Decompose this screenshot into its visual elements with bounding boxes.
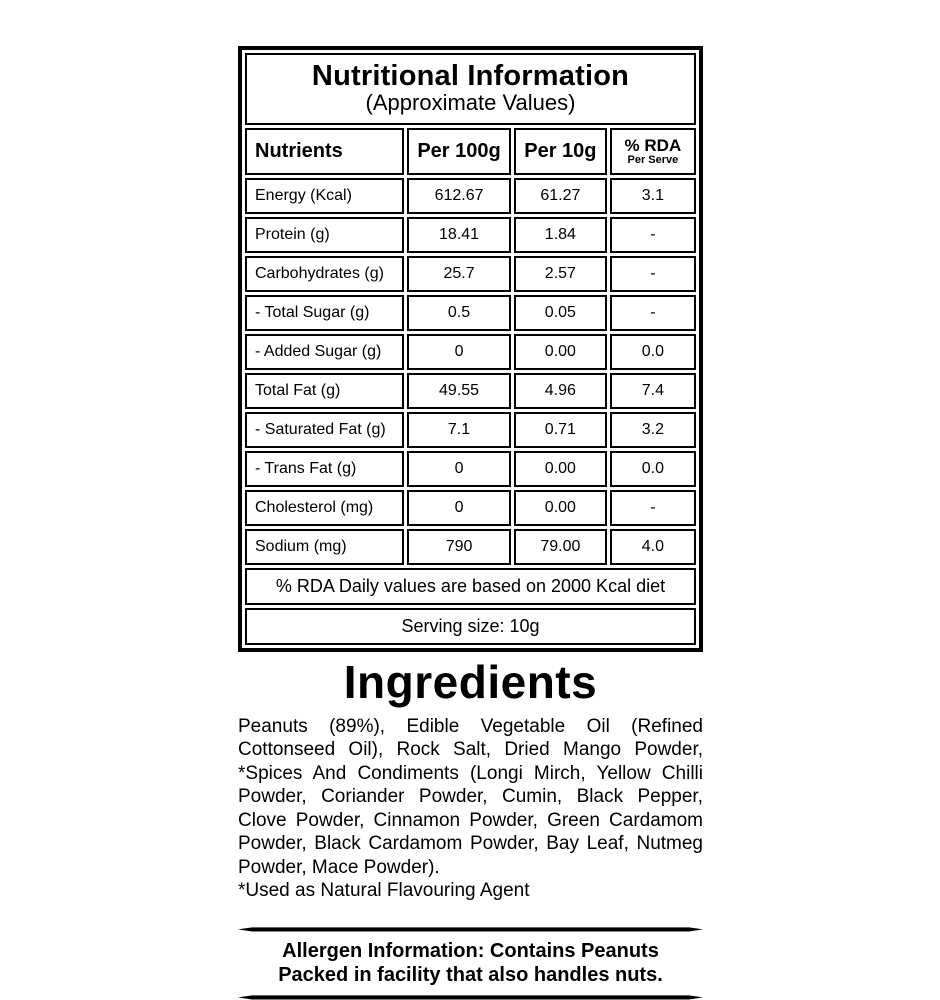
rda-cell: - xyxy=(609,216,696,253)
table-row: Protein (g) 18.41 1.84 - xyxy=(245,216,696,253)
rda-cell: 3.2 xyxy=(609,411,696,448)
serving-size: Serving size: 10g xyxy=(245,607,696,645)
nutrient-label-cell: - Added Sugar (g) xyxy=(245,333,405,370)
rda-note: % RDA Daily values are based on 2000 Kca… xyxy=(245,567,696,605)
divider-line-top xyxy=(238,927,703,932)
table-row: Energy (Kcal) 612.67 61.27 3.1 xyxy=(245,177,696,214)
per-10g-cell: 0.00 xyxy=(513,489,607,526)
table-title-cell: Nutritional Information (Approximate Val… xyxy=(245,53,696,125)
rda-cell: - xyxy=(609,255,696,292)
ingredients-note: *Used as Natural Flavouring Agent xyxy=(238,880,530,902)
nutrient-label-cell: Carbohydrates (g) xyxy=(245,255,405,292)
nutrient-label-cell: - Saturated Fat (g) xyxy=(245,411,405,448)
ingredients-text: Peanuts (89%), Edible Vegetable Oil (Ref… xyxy=(238,715,703,878)
column-header-nutrients: Nutrients xyxy=(245,127,405,175)
per-10g-cell: 0.00 xyxy=(513,333,607,370)
table-row: - Added Sugar (g) 0 0.00 0.0 xyxy=(245,333,696,370)
per-100g-cell: 18.41 xyxy=(407,216,511,253)
allergen-line-1: Allergen Information: Contains Peanuts xyxy=(282,939,659,962)
nutrient-label-cell: Protein (g) xyxy=(245,216,405,253)
rda-cell: - xyxy=(609,489,696,526)
ingredients-heading: Ingredients xyxy=(343,655,598,708)
column-header-per-100g: Per 100g xyxy=(407,127,511,175)
nutrient-label-cell: Sodium (mg) xyxy=(245,528,405,565)
per-10g-cell: 79.00 xyxy=(513,528,607,565)
table-subtitle: (Approximate Values) xyxy=(365,90,576,116)
rda-cell: 0.0 xyxy=(609,333,696,370)
rda-cell: 7.4 xyxy=(609,372,696,409)
nutrient-label-cell: - Trans Fat (g) xyxy=(245,450,405,487)
column-header-per-10g: Per 10g xyxy=(513,127,607,175)
table-title: Nutritional Information xyxy=(311,60,630,92)
per-10g-cell: 4.96 xyxy=(513,372,607,409)
per-100g-cell: 0 xyxy=(407,489,511,526)
per-100g-cell: 0.5 xyxy=(407,294,511,331)
rda-header-label: % RDA xyxy=(624,135,682,155)
per-100g-cell: 612.67 xyxy=(407,177,511,214)
rda-note-row: % RDA Daily values are based on 2000 Kca… xyxy=(245,567,696,605)
nutrient-label-cell: Energy (Kcal) xyxy=(245,177,405,214)
per-100g-cell: 7.1 xyxy=(407,411,511,448)
allergen-block: Allergen Information: Contains Peanuts P… xyxy=(238,927,703,1000)
table-row: Sodium (mg) 790 79.00 4.0 xyxy=(245,528,696,565)
table-row: Cholesterol (mg) 0 0.00 - xyxy=(245,489,696,526)
table-row: - Total Sugar (g) 0.5 0.05 - xyxy=(245,294,696,331)
rda-cell: 4.0 xyxy=(609,528,696,565)
per-10g-cell: 61.27 xyxy=(513,177,607,214)
nutrient-label-cell: Cholesterol (mg) xyxy=(245,489,405,526)
table-row: - Saturated Fat (g) 7.1 0.71 3.2 xyxy=(245,411,696,448)
per-10g-cell: 1.84 xyxy=(513,216,607,253)
per-100g-cell: 790 xyxy=(407,528,511,565)
table-title-row: Nutritional Information (Approximate Val… xyxy=(245,53,696,125)
per-100g-cell: 25.7 xyxy=(407,255,511,292)
table-row: Carbohydrates (g) 25.7 2.57 - xyxy=(245,255,696,292)
serving-size-row: Serving size: 10g xyxy=(245,607,696,645)
per-10g-cell: 2.57 xyxy=(513,255,607,292)
per-10g-cell: 0.71 xyxy=(513,411,607,448)
divider-line-bottom xyxy=(238,995,703,1000)
per-100g-cell: 0 xyxy=(407,333,511,370)
rda-cell: 3.1 xyxy=(609,177,696,214)
per-10g-cell: 0.00 xyxy=(513,450,607,487)
column-header-row: Nutrients Per 100g Per 10g % RDA Per Ser… xyxy=(245,127,696,175)
table-row: - Trans Fat (g) 0 0.00 0.0 xyxy=(245,450,696,487)
rda-cell: - xyxy=(609,294,696,331)
rda-header-sublabel: Per Serve xyxy=(627,153,679,166)
per-100g-cell: 0 xyxy=(407,450,511,487)
table-row: Total Fat (g) 49.55 4.96 7.4 xyxy=(245,372,696,409)
column-header-rda: % RDA Per Serve xyxy=(609,127,696,175)
per-100g-cell: 49.55 xyxy=(407,372,511,409)
label-content: Nutritional Information (Approximate Val… xyxy=(238,46,703,1000)
nutrient-label-cell: - Total Sugar (g) xyxy=(245,294,405,331)
per-10g-cell: 0.05 xyxy=(513,294,607,331)
rda-cell: 0.0 xyxy=(609,450,696,487)
nutrient-label-cell: Total Fat (g) xyxy=(245,372,405,409)
allergen-line-2: Packed in facility that also handles nut… xyxy=(278,963,663,986)
nutrition-table: Nutritional Information (Approximate Val… xyxy=(238,46,703,652)
allergen-text: Allergen Information: Contains Peanuts P… xyxy=(238,932,703,995)
